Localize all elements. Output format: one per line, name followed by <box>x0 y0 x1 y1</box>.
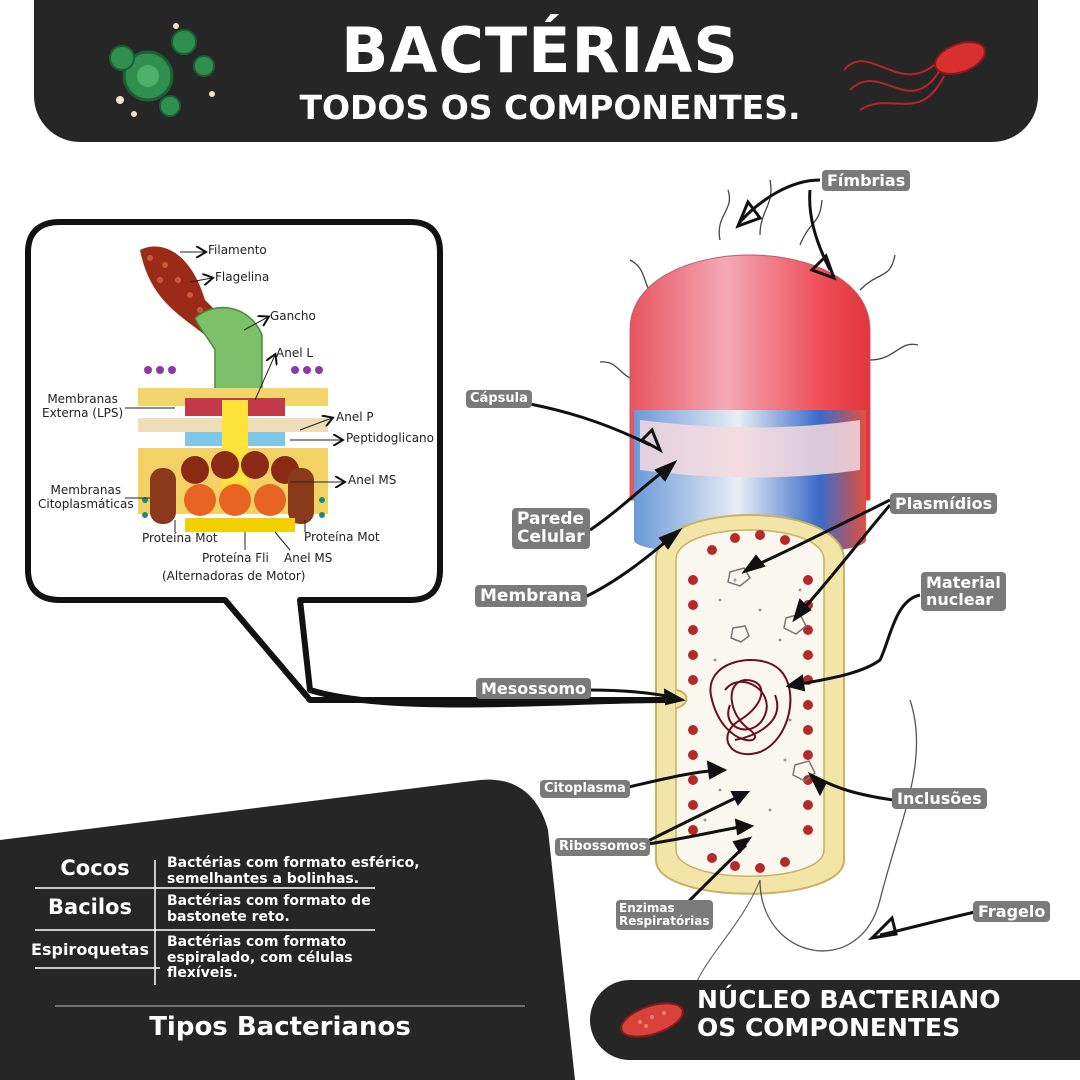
type-name-cocos: Cocos <box>60 856 130 880</box>
type-name-bacilos: Bacilos <box>48 895 132 919</box>
type-desc-espiroquetas-line3: flexíveis. <box>167 965 238 982</box>
inset-label-membranas-externa-line2: Externa (LPS) <box>42 405 124 420</box>
inset-label-membranas-cito-line2: Citoplasmáticas <box>38 496 134 511</box>
type-desc-bacilos-line1: Bactérias com formato de <box>167 893 371 909</box>
nuclear-material <box>709 659 792 755</box>
inset-label-proteina-fli: Proteína Fli <box>202 551 269 565</box>
green-cocci-icon <box>109 23 215 117</box>
label-material-nuclear: Material nuclear <box>921 572 1006 611</box>
red-bacillus-icon <box>843 41 986 111</box>
label-citoplasma: Citoplasma <box>540 780 630 799</box>
type-desc-bacilos-line2: bastonete reto. <box>167 908 290 925</box>
arrow-heads <box>639 199 898 941</box>
label-fimbrias: Fímbrias <box>822 170 911 192</box>
inset-label-anel-ms-right: Anel MS <box>348 473 397 487</box>
type-desc-cocos: Bactérias com formato esférico, semelhan… <box>167 855 420 887</box>
label-material-line2: nuclear <box>926 590 994 610</box>
ribosome-speckles <box>703 578 802 842</box>
inset-label-gancho: Gancho <box>270 309 316 323</box>
label-mesossomo: Mesossomo <box>476 678 591 700</box>
inset-label-membranas-externa: Membranas Externa (LPS) <box>42 392 124 421</box>
inset-label-anel-p: Anel P <box>336 410 374 424</box>
label-plasmidios: Plasmídios <box>890 493 998 515</box>
label-inclusoes: Inclusões <box>892 788 987 810</box>
inset-label-membranas-cito-line1: Membranas <box>50 483 122 497</box>
inset-label-peptidoglicano: Peptidoglicano <box>346 431 434 445</box>
inset-label-anel-ms-bottom: Anel MS <box>284 551 333 565</box>
label-parede-celular: Parede Celular <box>512 508 590 549</box>
page-subtitle: TODOS OS COMPONENTES. <box>299 88 801 127</box>
type-name-espiroquetas: Espiroquetas <box>31 940 149 959</box>
type-desc-cocos-line1: Bactérias com formato esférico, <box>167 855 420 871</box>
nucleo-banner-line2: OS COMPONENTES <box>697 1012 961 1042</box>
type-desc-espiroquetas-line2: espiralado, com células <box>167 949 353 966</box>
cytoplasm <box>675 529 825 877</box>
label-membrana: Membrana <box>475 585 587 608</box>
label-material-line1: Material <box>926 573 1001 592</box>
label-enzimas-respiratorias: Enzimas Respiratórias <box>616 900 713 930</box>
nucleo-banner-line1: NÚCLEO BACTERIANO <box>697 985 1001 1014</box>
label-parede-line2: Celular <box>517 527 585 548</box>
page-title: BACTÉRIAS <box>341 14 739 87</box>
inset-speech-bubble <box>25 219 671 708</box>
type-desc-espiroquetas-line1: Bactérias com formato <box>167 934 347 950</box>
plasmids <box>727 567 816 782</box>
label-capsula: Cápsula <box>466 390 532 409</box>
label-enzimas-line2: Respiratórias <box>619 913 710 928</box>
inset-label-filamento: Filamento <box>208 243 267 257</box>
inset-label-proteina-mot-left: Proteína Mot <box>142 531 218 545</box>
inset-label-membranas-externa-line1: Membranas <box>47 392 118 406</box>
type-desc-espiroquetas: Bactérias com formato espiralado, com cé… <box>167 934 353 982</box>
inset-label-membranas-cito: Membranas Citoplasmáticas <box>38 483 134 512</box>
inset-label-anel-l: Anel L <box>276 346 314 360</box>
flagellum <box>759 699 918 952</box>
type-desc-cocos-line2: semelhantes a bolinhas. <box>167 870 360 887</box>
nucleo-banner-text: NÚCLEO BACTERIANO OS COMPONENTES <box>697 986 1001 1041</box>
inset-label-alternadoras: (Alternadoras de Motor) <box>162 569 306 583</box>
types-table-title: Tipos Bacterianos <box>149 1012 411 1042</box>
inset-label-flagelina: Flagelina <box>215 270 270 284</box>
type-desc-bacilos: Bactérias com formato de bastonete reto. <box>167 893 371 925</box>
flagellar-motor <box>138 246 328 532</box>
label-enzimas-line1: Enzimas <box>619 901 675 915</box>
inset-label-proteina-mot-right: Proteína Mot <box>304 530 380 544</box>
label-fragelo: Fragelo <box>973 901 1051 923</box>
label-parede-line1: Parede <box>517 509 585 529</box>
label-ribossomos: Ribossomos <box>555 838 651 857</box>
bacillus-icon <box>620 1002 684 1038</box>
